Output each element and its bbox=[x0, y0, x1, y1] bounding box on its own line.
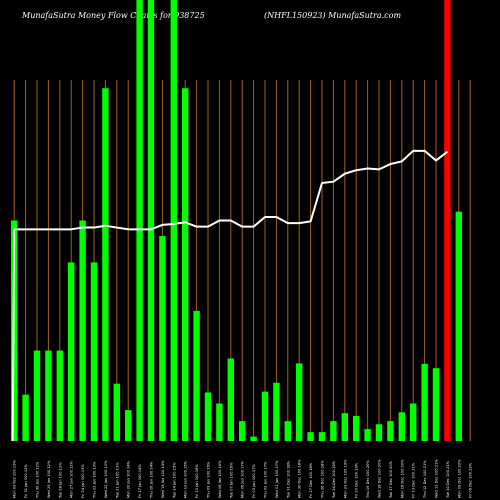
chart-title-left: MunafaSutra Money Flow Charts for 938725 bbox=[21, 11, 205, 20]
x-tick-label: Tue 21 Jan 100.13% bbox=[115, 462, 119, 499]
bar bbox=[375, 424, 383, 441]
bar bbox=[387, 421, 394, 441]
bar bbox=[318, 432, 326, 441]
x-tick-label: Mon 03 Feb 100.13% bbox=[13, 459, 17, 498]
x-tick-label: Wed 11 Dec 100.21% bbox=[435, 459, 439, 498]
x-tick-label: Tue 14 Jan 100.15% bbox=[172, 462, 176, 499]
bar bbox=[56, 350, 63, 441]
x-tick-label: Fri 10 Jan 100.16% bbox=[195, 464, 199, 498]
x-tick-label: Mon 20 Jan 100.14% bbox=[127, 460, 131, 498]
x-tick-label: Thu 12 Dec 100.21% bbox=[423, 460, 427, 499]
bar bbox=[421, 363, 428, 441]
bar bbox=[341, 413, 348, 441]
x-tick-label: Mon 16 Dec 100.20% bbox=[400, 459, 404, 498]
bar bbox=[33, 350, 41, 441]
bar bbox=[330, 421, 337, 441]
bar bbox=[136, 0, 143, 441]
chart-title-right: (NHFL150923) MunafaSutra.com bbox=[264, 11, 401, 20]
line-series bbox=[11, 149, 449, 442]
bar bbox=[170, 0, 177, 441]
bar bbox=[102, 88, 109, 441]
bar bbox=[204, 392, 212, 441]
bar bbox=[239, 421, 246, 441]
x-tick-labels: Mon 03 Feb 100.13% Fri 31 Jan 100.12% Thu … bbox=[13, 459, 473, 499]
x-tick-label: Wed 15 Jan 100.14% bbox=[161, 460, 165, 498]
bar bbox=[22, 394, 29, 441]
x-tick-label: Thu 16 Jan 100.14% bbox=[150, 461, 154, 499]
bar bbox=[147, 0, 155, 441]
x-tick-label: Fri 24 Jan 100.13% bbox=[81, 464, 85, 498]
bar bbox=[296, 363, 303, 441]
x-tick-label: Mon 27 Jan 100.12% bbox=[70, 460, 74, 498]
x-tick-label: Mon 13 Jan 100.15% bbox=[184, 460, 188, 498]
bar bbox=[444, 0, 451, 441]
bar bbox=[432, 368, 440, 441]
x-tick-label: Fri 20 Dec 100.19% bbox=[355, 462, 359, 498]
x-tick-label: Wed 29 Jan 100.12% bbox=[47, 460, 51, 498]
bar bbox=[90, 262, 98, 441]
x-tick-label: Tue 28 Jan 100.12% bbox=[58, 462, 62, 499]
x-tick-label: Thu 23 Jan 100.13% bbox=[93, 461, 97, 499]
x-tick-label: Mon 06 Jan 100.17% bbox=[241, 460, 245, 498]
x-tick-label: Fri 27 Dec 100.18% bbox=[309, 462, 313, 498]
x-tick-label: Wed 01 Jan 100.17% bbox=[275, 460, 279, 498]
x-tick-label: Wed 22 Jan 100.13% bbox=[104, 460, 108, 498]
bar bbox=[79, 220, 86, 441]
bar bbox=[182, 88, 189, 441]
bar bbox=[410, 403, 417, 441]
bar bbox=[307, 432, 314, 441]
x-tick-label: Tue 31 Dec 100.18% bbox=[286, 460, 290, 499]
bar bbox=[159, 235, 166, 441]
bar bbox=[193, 310, 200, 441]
bar bbox=[284, 421, 291, 441]
bar bbox=[125, 410, 132, 441]
money-flow-line bbox=[11, 149, 449, 442]
x-tick-label: Tue 10 Dec 100.21% bbox=[446, 460, 450, 499]
bar bbox=[45, 350, 52, 441]
x-tick-label: Tue 17 Dec 100.20% bbox=[389, 460, 393, 499]
bar bbox=[216, 403, 223, 441]
x-tick-label: Mon 09 Dec 100.22% bbox=[457, 459, 461, 498]
x-tick-label: Thu 19 Dec 100.20% bbox=[366, 460, 370, 499]
x-tick-label: Thu 09 Jan 100.16% bbox=[207, 461, 211, 499]
x-tick-label: Tue 24 Dec 100.19% bbox=[332, 460, 336, 499]
x-tick-label: Thu 26 Dec 100.18% bbox=[321, 460, 325, 499]
x-tick-label: Mon 30 Dec 100.18% bbox=[298, 459, 302, 498]
bar bbox=[68, 262, 75, 441]
bar bbox=[398, 412, 405, 441]
bar-series bbox=[11, 0, 462, 441]
x-tick-label: Fri 17 Jan 100.14% bbox=[138, 464, 142, 498]
x-tick-label: Fri 03 Jan 100.17% bbox=[252, 464, 256, 498]
x-tick-label: Thu 02 Jan 100.17% bbox=[264, 461, 268, 499]
x-tick-label: Wed 18 Dec 100.20% bbox=[378, 459, 382, 498]
x-tick-label: Thu 30 Jan 100.12% bbox=[36, 461, 40, 499]
bar bbox=[261, 391, 269, 441]
bar bbox=[353, 415, 360, 441]
bar bbox=[364, 429, 371, 441]
x-tick-label: Tue 07 Jan 100.16% bbox=[229, 462, 233, 499]
x-tick-label: Fri 06 Dec 100.22% bbox=[469, 462, 473, 498]
x-tick-label: Wed 08 Jan 100.16% bbox=[218, 460, 222, 498]
bar bbox=[113, 383, 120, 441]
x-tick-label: Fri 31 Jan 100.12% bbox=[24, 464, 28, 498]
x-tick-label: Mon 23 Dec 100.19% bbox=[343, 459, 347, 498]
bar bbox=[227, 358, 234, 441]
x-tick-label: Fri 13 Dec 100.21% bbox=[412, 462, 416, 498]
bar bbox=[273, 382, 280, 441]
bar bbox=[250, 436, 257, 441]
bar bbox=[455, 211, 462, 441]
